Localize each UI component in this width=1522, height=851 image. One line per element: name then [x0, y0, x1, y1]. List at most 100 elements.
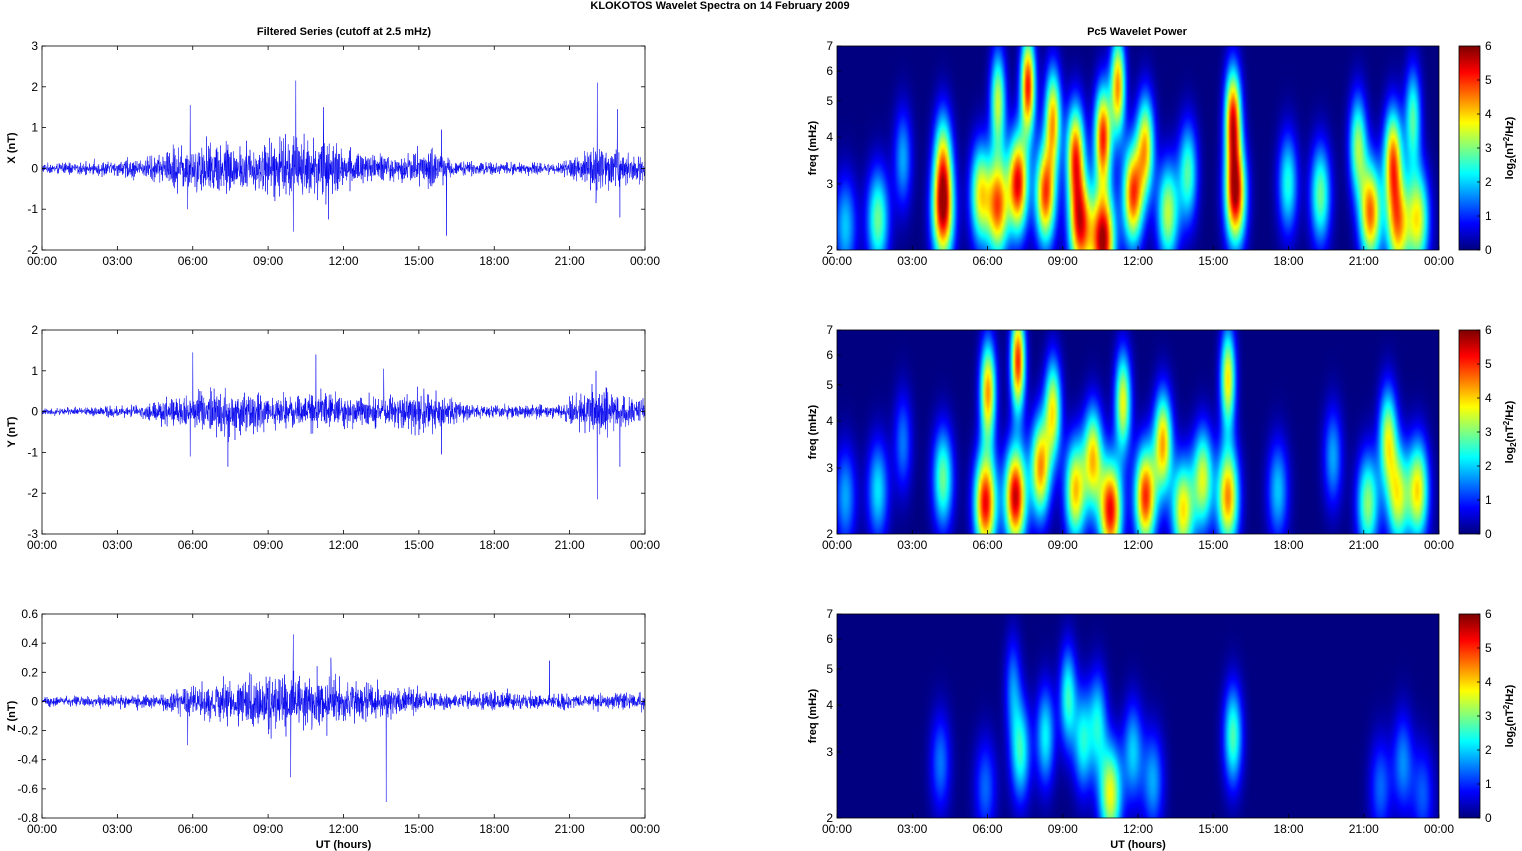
x-tick-label: 00:00 — [630, 538, 660, 552]
x-tick-label: 06:00 — [972, 254, 1002, 268]
x-tick-label: 00:00 — [1424, 254, 1454, 268]
y-tick-label: 0 — [31, 694, 38, 708]
colorbar-tick-label: 5 — [1485, 357, 1492, 371]
plot-frame — [41, 45, 646, 251]
y-axis-label: X (nT) — [6, 132, 18, 163]
x-tick-label: 09:00 — [1048, 538, 1078, 552]
colorbar-tick-label: 5 — [1485, 641, 1492, 655]
x-tick-label: 12:00 — [1123, 254, 1153, 268]
colorbar: 0 1 2 3 4 5 6 log2(nT2/Hz) — [1458, 39, 1518, 257]
y-tick-label: 5 — [826, 378, 833, 392]
x-tick-label: 15:00 — [1198, 254, 1228, 268]
x-tick-label: 12:00 — [1123, 538, 1153, 552]
y-tick-label: 5 — [826, 94, 833, 108]
colorbar-label: log2(nT2/Hz) — [1502, 116, 1518, 179]
y-axis-label: freq (mHz) — [807, 404, 819, 459]
y-tick-label: 2 — [31, 80, 38, 94]
x-tick-label: 21:00 — [1349, 822, 1379, 836]
colorbar-label: log2(nT2/Hz) — [1502, 684, 1518, 747]
y-tick-label: -2 — [27, 486, 38, 500]
y-tick-label: 3 — [31, 39, 38, 53]
x-tick-label: 00:00 — [27, 538, 57, 552]
y-tick-label: 7 — [826, 323, 833, 337]
x-tick-label: 12:00 — [328, 538, 358, 552]
x-tick-label: 15:00 — [404, 254, 434, 268]
y-tick-label: 3 — [826, 745, 833, 759]
colorbar-gradient — [1459, 330, 1480, 534]
x-tick-label: 00:00 — [822, 822, 852, 836]
trace-line — [41, 80, 646, 236]
y-axis-label: freq (mHz) — [807, 120, 819, 175]
x-tick-label: 00:00 — [630, 822, 660, 836]
y-tick-label: 0.2 — [21, 665, 38, 679]
line-panel-y: -3 -2 -1 0 1 2 00:00 03:00 06:00 09:00 12:00 15:00 1… — [6, 323, 660, 552]
x-tick-label: 06:00 — [178, 538, 208, 552]
y-tick-label: 6 — [826, 632, 833, 646]
x-tick-label: 00:00 — [27, 822, 57, 836]
spectrogram-panel-x: 2 3 4 5 6 7 00:00 03:00 06:00 09:00 12:00 15:00 18:0… — [807, 39, 1518, 268]
colorbar-tick-label: 2 — [1485, 175, 1492, 189]
colorbar-gradient — [1459, 614, 1480, 818]
x-tick-label: 03:00 — [897, 538, 927, 552]
x-tick-label: 15:00 — [1198, 822, 1228, 836]
y-tick-label: 0 — [31, 161, 38, 175]
x-tick-label: 09:00 — [253, 254, 283, 268]
y-tick-label: -0.6 — [17, 782, 38, 796]
spectrogram-panel-z: 2 3 4 5 6 7 00:00 03:00 06:00 09:00 12:00 15:00 18:0… — [807, 607, 1518, 836]
y-axis-label: freq (mHz) — [807, 688, 819, 743]
y-tick-label: -3 — [27, 527, 38, 541]
left-column-title: Filtered Series (cutoff at 2.5 mHz) — [257, 26, 432, 38]
y-tick-label: 4 — [826, 698, 833, 712]
colorbar-tick-label: 4 — [1485, 675, 1492, 689]
trace-line — [42, 352, 646, 500]
y-tick-label: 0 — [31, 405, 38, 419]
colorbar-tick-label: 2 — [1485, 459, 1492, 473]
x-tick-label: 12:00 — [328, 254, 358, 268]
colorbar-tick-label: 5 — [1485, 73, 1492, 87]
x-tick-label: 09:00 — [253, 822, 283, 836]
y-tick-label: 1 — [31, 121, 38, 135]
x-tick-label: 06:00 — [972, 538, 1002, 552]
x-tick-label: 00:00 — [822, 538, 852, 552]
colorbar-tick-label: 6 — [1485, 607, 1492, 621]
x-tick-label: 00:00 — [27, 254, 57, 268]
x-axis-label-left: UT (hours) — [316, 839, 372, 851]
x-tick-label: 18:00 — [1273, 254, 1303, 268]
x-tick-label: 03:00 — [102, 254, 132, 268]
x-tick-label: 21:00 — [555, 822, 585, 836]
x-tick-label: 06:00 — [178, 822, 208, 836]
colorbar-tick-label: 0 — [1485, 527, 1492, 541]
colorbar-tick-label: 2 — [1485, 743, 1492, 757]
x-tick-label: 03:00 — [897, 822, 927, 836]
y-tick-label: 2 — [826, 243, 833, 257]
x-tick-label: 21:00 — [1349, 538, 1379, 552]
x-tick-label: 21:00 — [555, 254, 585, 268]
colorbar-tick-label: 6 — [1485, 323, 1492, 337]
colorbar-tick-label: 1 — [1485, 493, 1492, 507]
x-tick-label: 18:00 — [479, 822, 509, 836]
x-tick-label: 03:00 — [897, 254, 927, 268]
y-tick-label: 7 — [826, 607, 833, 621]
x-tick-label: 09:00 — [1048, 254, 1078, 268]
y-tick-label: 7 — [826, 39, 833, 53]
y-tick-label: 5 — [826, 662, 833, 676]
right-column-title: Pc5 Wavelet Power — [1087, 26, 1188, 38]
colorbar-tick-label: 3 — [1485, 709, 1492, 723]
x-tick-label: 18:00 — [479, 538, 509, 552]
colorbar: 0 1 2 3 4 5 6 log2(nT2/Hz) — [1458, 607, 1518, 825]
y-tick-label: -2 — [27, 243, 38, 257]
x-tick-label: 09:00 — [253, 538, 283, 552]
colorbar-tick-label: 1 — [1485, 209, 1492, 223]
colorbar-tick-label: 4 — [1485, 391, 1492, 405]
x-tick-label: 00:00 — [822, 254, 852, 268]
y-tick-label: 2 — [31, 323, 38, 337]
line-panel-x: -2 -1 0 1 2 3 00:00 03:00 06:00 09:00 12:00 15:00 18… — [6, 39, 660, 268]
y-tick-label: -0.2 — [17, 724, 38, 738]
y-axis-label: Z (nT) — [6, 700, 18, 731]
x-tick-label: 12:00 — [328, 822, 358, 836]
plot-frame — [41, 329, 646, 535]
x-tick-label: 15:00 — [1198, 538, 1228, 552]
colorbar: 0 1 2 3 4 5 6 log2(nT2/Hz) — [1458, 323, 1518, 541]
colorbar-label: log2(nT2/Hz) — [1502, 400, 1518, 463]
